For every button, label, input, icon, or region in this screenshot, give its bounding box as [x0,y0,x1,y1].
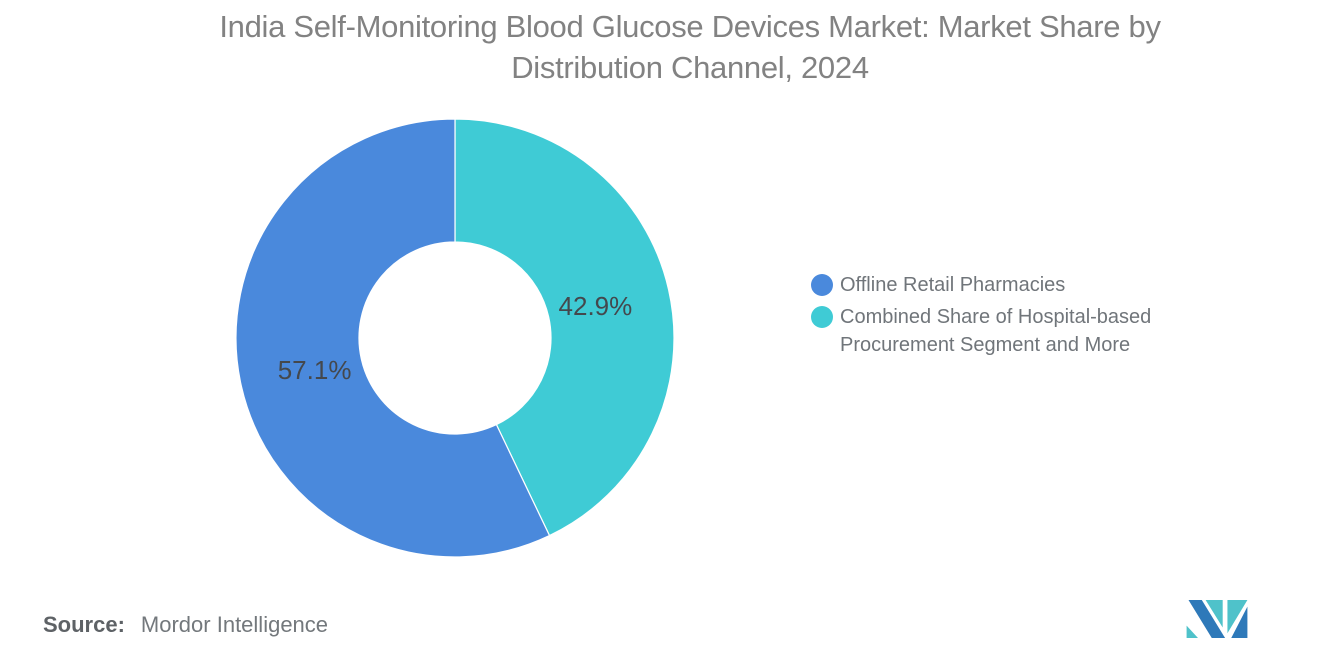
donut-slice-1 [454,118,675,537]
slice-percentage-label: 42.9% [559,291,633,321]
source-line: Source: Mordor Intelligence [43,612,328,638]
chart-title: India Self-Monitoring Blood Glucose Devi… [60,6,1320,88]
source-label: Source: [43,612,125,637]
legend-swatch-icon [811,306,833,328]
source-value: Mordor Intelligence [140,612,329,637]
slice-percentage-label: 57.1% [278,355,352,385]
logo-shape [1186,625,1198,638]
legend-swatch-icon [811,274,833,296]
logo-shape [1205,600,1223,628]
legend-item-hospital-based-procurement: Combined Share of Hospital-based Procure… [811,303,1193,359]
chart-title-line2: Distribution Channel, 2024 [511,50,869,85]
donut-slice-0 [235,118,551,558]
mordor-intelligence-logo [1186,600,1248,638]
legend-label: Combined Share of Hospital-based Procure… [840,306,1152,356]
legend: Offline Retail Pharmacies Combined Share… [811,271,1193,363]
legend-label: Offline Retail Pharmacies [840,274,1066,296]
legend-item-offline-retail-pharmacies: Offline Retail Pharmacies [811,271,1193,299]
chart-title-line1: India Self-Monitoring Blood Glucose Devi… [219,9,1161,44]
logo-shape [1188,600,1226,638]
